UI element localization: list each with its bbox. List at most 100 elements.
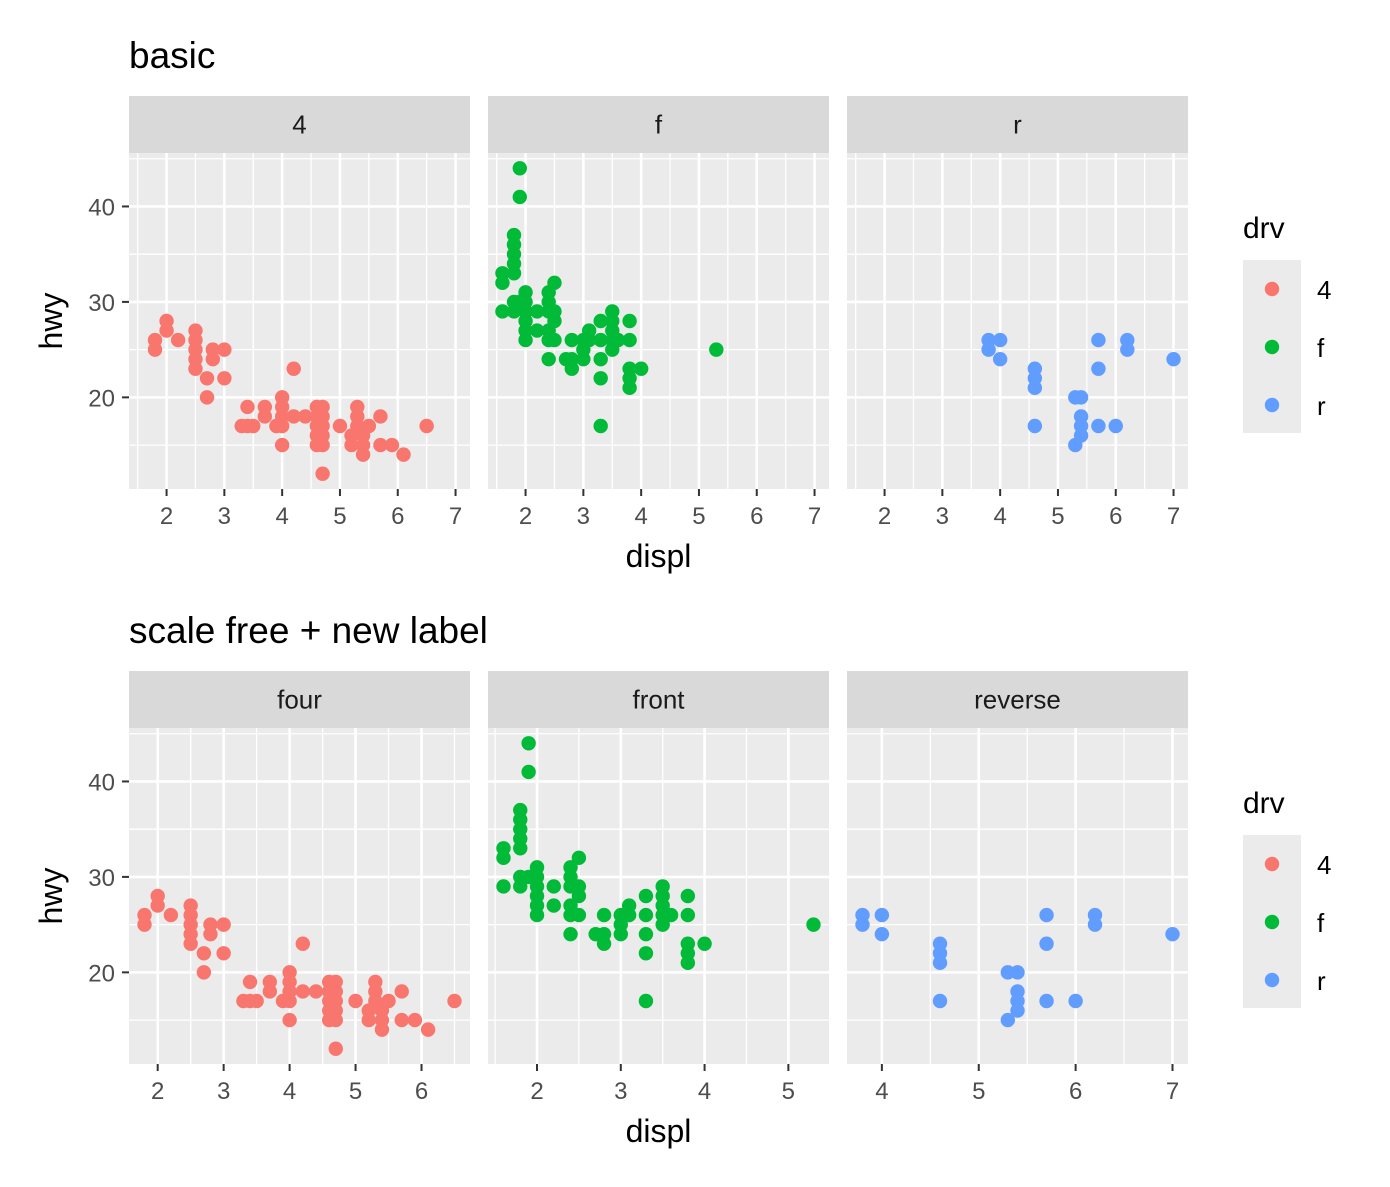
data-point-r	[981, 342, 996, 357]
facet-strip-label: reverse	[974, 685, 1061, 715]
data-point-4	[420, 1022, 436, 1037]
data-point-r	[1010, 1003, 1025, 1018]
data-point-f	[638, 926, 654, 942]
legend-title: drv	[1243, 787, 1285, 820]
x-tick-label: 4	[875, 1078, 888, 1105]
data-point-f	[521, 736, 536, 751]
facet-strip	[129, 96, 470, 153]
panel-background	[488, 153, 829, 489]
data-point-4	[274, 418, 290, 434]
legend-label: f	[1317, 333, 1325, 363]
data-point-4	[183, 936, 198, 951]
data-point-f	[518, 332, 533, 348]
data-point-4	[373, 409, 388, 424]
data-point-4	[315, 466, 330, 481]
chart-title: basic	[129, 35, 215, 76]
data-point-r	[1039, 936, 1054, 951]
data-point-f	[593, 313, 608, 329]
data-point-4	[188, 361, 203, 376]
x-tick-label: 6	[750, 503, 763, 530]
data-point-f	[576, 351, 591, 367]
data-point-r	[1027, 380, 1043, 396]
y-axis-title: hwy	[33, 293, 69, 350]
data-point-4	[374, 1022, 390, 1037]
data-point-4	[328, 1041, 343, 1056]
facet-strip	[847, 671, 1188, 728]
data-point-4	[394, 1012, 409, 1028]
x-tick-label: 4	[698, 1078, 711, 1105]
data-point-r	[1091, 361, 1106, 376]
legend-key-f	[1264, 914, 1280, 930]
x-tick-label: 6	[1069, 1078, 1082, 1105]
data-point-f	[547, 275, 562, 291]
y-tick-label: 20	[88, 960, 115, 987]
y-tick-label: 30	[88, 290, 115, 317]
data-point-f	[495, 304, 510, 319]
data-point-f	[709, 342, 724, 357]
data-point-r	[992, 351, 1008, 367]
data-point-f	[513, 879, 528, 894]
data-point-f	[496, 879, 511, 894]
legend-key-4	[1264, 856, 1280, 872]
data-point-f	[638, 993, 654, 1009]
data-point-f	[622, 313, 637, 329]
data-point-f	[581, 332, 597, 348]
data-point-4	[199, 390, 215, 405]
y-tick-label: 20	[88, 385, 115, 412]
x-tick-label: 5	[972, 1078, 985, 1105]
facet-strip	[847, 96, 1188, 153]
data-point-4	[199, 371, 215, 386]
legend-label: f	[1317, 908, 1325, 938]
panel-background	[129, 728, 470, 1064]
x-tick-label: 7	[808, 503, 821, 530]
data-point-4	[137, 917, 152, 932]
legend: drv 4 fr	[1243, 787, 1331, 1008]
data-point-4	[396, 447, 411, 462]
data-point-f	[593, 351, 608, 367]
legend-key-r	[1264, 397, 1280, 413]
data-point-f	[593, 332, 608, 348]
data-point-f	[529, 323, 545, 338]
facet-panel-f: f 2 3 4 5 6 7	[488, 96, 829, 530]
x-tick-label: 5	[692, 503, 705, 530]
facet-strip-label: 4	[292, 110, 306, 140]
x-tick-label: 2	[160, 503, 173, 530]
data-point-f	[496, 850, 511, 866]
data-point-r	[1108, 418, 1123, 434]
data-point-4	[163, 907, 179, 923]
y-tick-label: 40	[88, 194, 115, 221]
legend-label: 4	[1317, 850, 1331, 880]
x-tick-label: 4	[283, 1078, 296, 1105]
chart-block-1: basic 4 2 3 4 5 6 7 20 30 40 f 2 3 4 5 6 7 r 2 3 4 5 6 7 displ hwy…	[33, 35, 1331, 574]
data-point-r	[1010, 965, 1025, 980]
x-axis-title: displ	[626, 538, 692, 574]
data-point-f	[697, 936, 712, 951]
data-point-f	[571, 907, 587, 923]
data-point-f	[571, 888, 587, 904]
panel-background	[129, 153, 470, 489]
data-point-4	[295, 936, 310, 951]
panel-background	[847, 153, 1188, 489]
x-tick-label: 5	[349, 1078, 362, 1105]
data-point-f	[622, 332, 637, 348]
data-point-f	[564, 332, 580, 348]
x-tick-label: 2	[151, 1078, 164, 1105]
data-point-4	[242, 974, 258, 990]
facet-strip-label: f	[655, 110, 663, 140]
data-point-f	[571, 850, 587, 866]
data-point-f	[663, 907, 679, 923]
data-point-4	[203, 926, 218, 942]
x-tick-label: 3	[218, 503, 231, 530]
data-point-f	[680, 955, 696, 971]
data-point-f	[638, 907, 654, 923]
data-point-f	[564, 361, 580, 376]
data-point-r	[874, 926, 890, 942]
data-point-4	[381, 993, 396, 1009]
data-point-4	[282, 993, 297, 1009]
data-point-f	[495, 275, 510, 291]
data-point-r	[932, 955, 948, 971]
data-point-r	[992, 332, 1008, 348]
x-tick-label: 4	[275, 503, 288, 530]
legend-key-4	[1264, 281, 1280, 297]
data-point-f	[512, 189, 527, 205]
